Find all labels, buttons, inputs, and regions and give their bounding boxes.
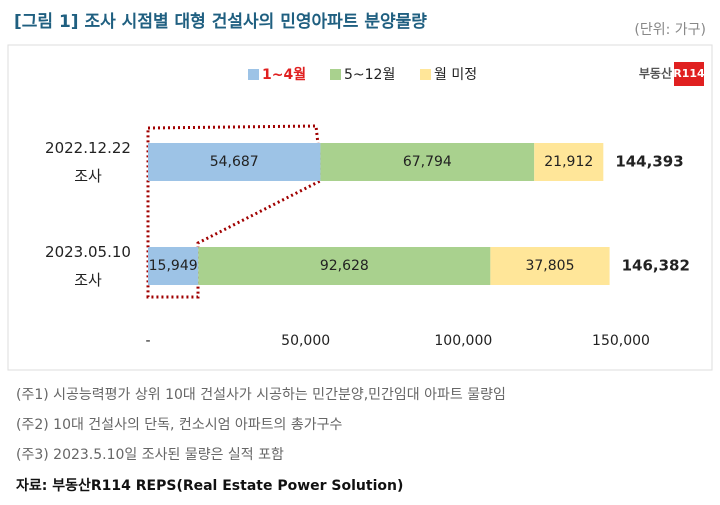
bar-segment [148, 143, 321, 181]
legend-label: 월 미정 [434, 67, 477, 83]
chart-title: [그림 1] 조사 시점별 대형 건설사의 민영아파트 분양물량 [14, 11, 427, 32]
value-label: 67,794 [403, 154, 452, 170]
x-tick-label: 50,000 [281, 333, 330, 349]
logo-badge-text: R114 [673, 67, 705, 80]
legend-swatch [330, 69, 341, 80]
x-tick-label: 150,000 [592, 333, 650, 349]
x-tick-label: 100,000 [434, 333, 492, 349]
y-tick-label: 2022.12.22 조사 [45, 139, 131, 185]
source: 자료: 부동산R114 REPS(Real Estate Power Solut… [16, 477, 403, 494]
value-label: 37,805 [525, 258, 574, 274]
note: (주1) 시공능력평가 상위 10대 건설사가 시공하는 민간분양,민간임대 아… [16, 387, 506, 403]
y-tick-label: 2023.05.10 조사 [45, 243, 131, 289]
unit: (단위: 가구) [634, 22, 706, 38]
legend-swatch [420, 69, 431, 80]
chart-frame [7, 44, 713, 371]
value-label: 54,687 [210, 154, 259, 170]
legend-label: 1~4월 [262, 66, 306, 83]
total-label: 146,382 [622, 257, 690, 275]
logo-text: 부동산 [639, 66, 672, 81]
highlight-outline [146, 124, 324, 299]
legend-label: 5~12월 [344, 67, 395, 83]
bar-segment [534, 143, 604, 181]
value-label: 21,912 [544, 154, 593, 170]
bar-segment [320, 143, 535, 181]
total-label: 144,393 [615, 153, 683, 171]
logo-badge [674, 62, 704, 86]
note: (주2) 10대 건설사의 단독, 컨소시엄 아파트의 총가구수 [16, 417, 343, 433]
value-label: 92,628 [320, 258, 369, 274]
note: (주3) 2023.5.10일 조사된 물량은 실적 포함 [16, 447, 284, 463]
bar-segment [148, 247, 199, 285]
value-label: 15,949 [149, 258, 198, 274]
x-tick-label: - [145, 333, 150, 349]
bar-segment [198, 247, 491, 285]
legend-swatch [248, 69, 259, 80]
bar-segment [490, 247, 610, 285]
